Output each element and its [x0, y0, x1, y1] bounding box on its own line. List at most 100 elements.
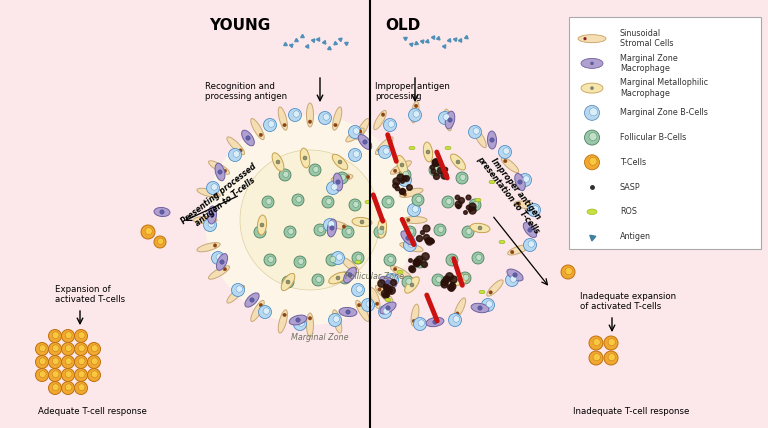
- Circle shape: [442, 196, 454, 208]
- Circle shape: [210, 218, 214, 222]
- Circle shape: [309, 164, 321, 176]
- Circle shape: [466, 229, 472, 235]
- Circle shape: [379, 306, 392, 318]
- Circle shape: [61, 356, 74, 369]
- Circle shape: [343, 274, 349, 280]
- Circle shape: [403, 193, 407, 196]
- Ellipse shape: [376, 137, 393, 155]
- Circle shape: [446, 199, 452, 205]
- Circle shape: [312, 274, 324, 286]
- Ellipse shape: [290, 315, 306, 325]
- Circle shape: [74, 342, 88, 356]
- Circle shape: [214, 244, 217, 247]
- Circle shape: [283, 123, 286, 127]
- Circle shape: [279, 169, 291, 181]
- Circle shape: [408, 203, 421, 217]
- Circle shape: [584, 155, 600, 170]
- Ellipse shape: [217, 254, 227, 270]
- Circle shape: [608, 339, 615, 346]
- Circle shape: [416, 196, 422, 202]
- Circle shape: [141, 225, 155, 239]
- Ellipse shape: [488, 131, 496, 149]
- Circle shape: [476, 254, 482, 260]
- Circle shape: [313, 166, 319, 172]
- Circle shape: [314, 224, 326, 236]
- Circle shape: [326, 199, 332, 205]
- Text: T-Cells: T-Cells: [620, 158, 646, 167]
- Circle shape: [399, 173, 412, 187]
- Ellipse shape: [487, 280, 503, 296]
- Circle shape: [52, 358, 59, 365]
- Circle shape: [259, 306, 272, 318]
- Circle shape: [434, 224, 446, 236]
- Circle shape: [403, 244, 407, 247]
- Circle shape: [532, 206, 538, 212]
- Circle shape: [336, 254, 343, 260]
- Ellipse shape: [193, 217, 217, 223]
- Circle shape: [403, 171, 409, 177]
- Text: Marginal Zone: Marginal Zone: [291, 333, 349, 342]
- Ellipse shape: [355, 260, 361, 264]
- Ellipse shape: [502, 158, 518, 172]
- Ellipse shape: [242, 130, 254, 146]
- Circle shape: [589, 158, 597, 165]
- Circle shape: [374, 226, 386, 238]
- Circle shape: [91, 358, 98, 365]
- Circle shape: [61, 342, 74, 356]
- Ellipse shape: [327, 219, 336, 237]
- Ellipse shape: [499, 240, 505, 244]
- Circle shape: [414, 104, 418, 108]
- Circle shape: [48, 342, 61, 356]
- Circle shape: [65, 371, 72, 377]
- Circle shape: [383, 148, 389, 154]
- Circle shape: [35, 356, 48, 369]
- Circle shape: [388, 121, 395, 127]
- Circle shape: [505, 273, 518, 286]
- Circle shape: [330, 256, 336, 262]
- Circle shape: [48, 330, 61, 342]
- Ellipse shape: [507, 269, 523, 281]
- Circle shape: [78, 345, 85, 351]
- Circle shape: [48, 369, 61, 381]
- Ellipse shape: [272, 153, 284, 171]
- Circle shape: [336, 276, 340, 280]
- Ellipse shape: [245, 293, 259, 307]
- Circle shape: [211, 252, 224, 265]
- Circle shape: [288, 229, 294, 235]
- Circle shape: [590, 108, 598, 116]
- Circle shape: [362, 140, 367, 144]
- Circle shape: [393, 268, 397, 271]
- Circle shape: [331, 184, 338, 190]
- Circle shape: [584, 105, 600, 120]
- Circle shape: [378, 288, 381, 291]
- Circle shape: [258, 229, 264, 235]
- Ellipse shape: [358, 134, 372, 149]
- Circle shape: [356, 286, 362, 292]
- Circle shape: [88, 342, 101, 356]
- Ellipse shape: [352, 217, 372, 226]
- Circle shape: [473, 202, 479, 208]
- Text: Adequate T-cell response: Adequate T-cell response: [38, 407, 147, 416]
- Ellipse shape: [380, 302, 396, 314]
- Circle shape: [357, 133, 361, 137]
- Ellipse shape: [215, 163, 225, 181]
- Circle shape: [318, 226, 324, 232]
- Circle shape: [523, 176, 530, 182]
- Circle shape: [336, 172, 348, 184]
- Circle shape: [453, 316, 459, 322]
- Circle shape: [393, 169, 397, 172]
- Circle shape: [406, 236, 410, 240]
- Circle shape: [254, 226, 266, 238]
- Circle shape: [460, 174, 466, 180]
- Circle shape: [352, 252, 364, 264]
- Circle shape: [204, 219, 217, 232]
- Circle shape: [35, 369, 48, 381]
- Circle shape: [593, 339, 601, 346]
- Ellipse shape: [356, 119, 369, 140]
- Circle shape: [446, 254, 458, 266]
- Circle shape: [366, 301, 372, 307]
- Ellipse shape: [306, 313, 313, 337]
- Circle shape: [503, 148, 509, 154]
- Circle shape: [443, 114, 449, 120]
- Circle shape: [353, 267, 356, 271]
